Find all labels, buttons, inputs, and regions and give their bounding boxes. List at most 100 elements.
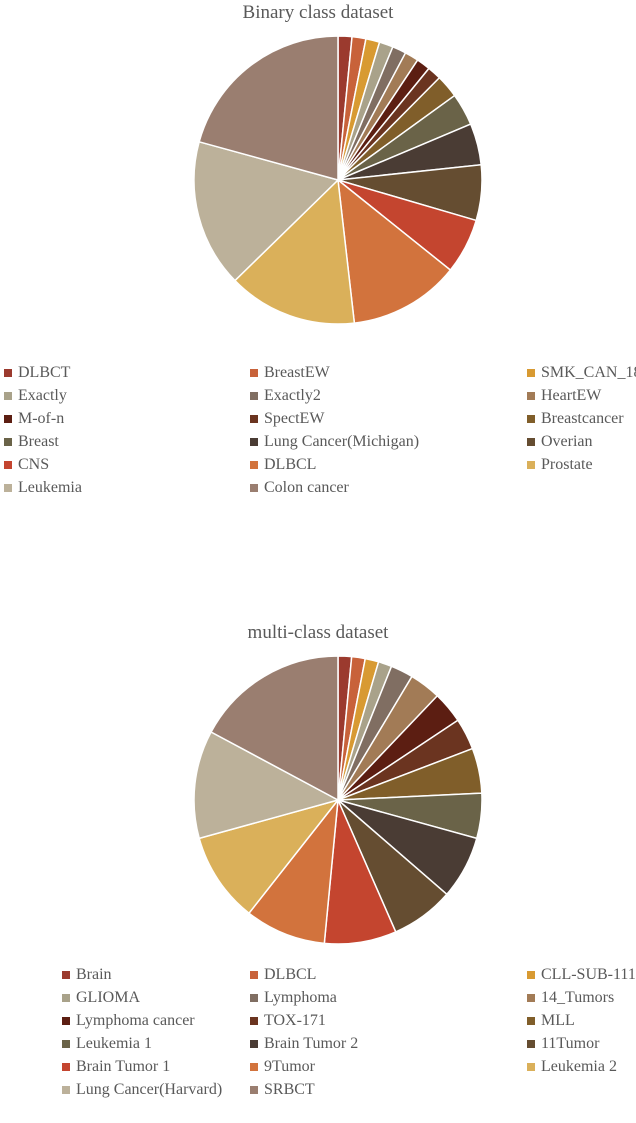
- legend-item: Lymphoma cancer: [62, 1010, 195, 1032]
- legend-swatch: [250, 369, 258, 377]
- legend-label: Prostate: [541, 456, 593, 473]
- legend-swatch: [4, 415, 12, 423]
- legend-label: Breast: [18, 433, 59, 450]
- legend-label: Brain Tumor 2: [264, 1035, 359, 1052]
- legend-label: Leukemia 2: [541, 1058, 617, 1075]
- legend-label: SpectEW: [264, 410, 325, 427]
- legend-swatch: [527, 1040, 535, 1048]
- legend-swatch: [527, 461, 535, 469]
- pie-slice-lung-cancer-harvard: [193, 730, 341, 840]
- legend-item: Lymphoma: [250, 987, 337, 1009]
- legend-item: GLIOMA: [62, 987, 140, 1009]
- legend-label: MLL: [541, 1012, 575, 1029]
- legend-swatch: [62, 1040, 70, 1048]
- legend-swatch: [4, 369, 12, 377]
- legend-swatch: [250, 994, 258, 1002]
- legend-label: Lymphoma: [264, 989, 337, 1006]
- legend-label: Exactly2: [264, 387, 321, 404]
- legend-swatch: [62, 1017, 70, 1025]
- pie-slice-leukemia-2: [198, 798, 341, 915]
- legend-item: Brain: [62, 964, 112, 986]
- legend-swatch: [250, 1040, 258, 1048]
- legend-label: Exactly: [18, 387, 67, 404]
- legend-swatch: [250, 392, 258, 400]
- legend-item: Brain Tumor 2: [250, 1033, 358, 1055]
- legend-swatch: [250, 1063, 258, 1071]
- legend-item: SpectEW: [250, 408, 324, 430]
- legend-swatch: [4, 461, 12, 469]
- legend-swatch: [250, 971, 258, 979]
- legend-swatch: [527, 438, 535, 446]
- legend-label: HeartEW: [541, 387, 602, 404]
- legend-item: Brain Tumor 1: [62, 1056, 170, 1078]
- legend-label: Lymphoma cancer: [76, 1012, 195, 1029]
- legend-label: CLL-SUB-111: [541, 966, 636, 983]
- legend-item: Breastcancer: [527, 408, 624, 430]
- legend-label: Leukemia: [18, 479, 82, 496]
- legend-label: Lung Cancer(Harvard): [76, 1081, 223, 1098]
- legend-swatch: [250, 1086, 258, 1094]
- legend-label: Breastcancer: [541, 410, 624, 427]
- legend-label: Overian: [541, 433, 593, 450]
- pie-slice-prostate: [233, 178, 356, 325]
- legend-swatch: [527, 392, 535, 400]
- legend-multi: Brain DLBCL CLL-SUB-111 GLIOMA Lymphoma 14_Tu…: [0, 964, 636, 1098]
- pie-chart-binary: [193, 35, 483, 325]
- legend-item: CLL-SUB-111: [527, 964, 636, 986]
- legend-label: 9Tumor: [264, 1058, 315, 1075]
- legend-binary: DLBCT BreastEW SMK_CAN_187 Exactly Exactly2 H…: [0, 362, 636, 496]
- legend-item: TOX-171: [250, 1010, 326, 1032]
- legend-label: GLIOMA: [76, 989, 140, 1006]
- pie-slice-leukemia: [193, 140, 340, 282]
- legend-item: HeartEW: [527, 385, 601, 407]
- legend-item: Lung Cancer(Michigan): [250, 431, 419, 453]
- legend-item: Overian: [527, 431, 593, 453]
- legend-item: 14_Tumors: [527, 987, 614, 1009]
- legend-item: SMK_CAN_187: [527, 362, 636, 384]
- legend-item: Prostate: [527, 454, 593, 476]
- pie-slice-colon-cancer: [198, 35, 339, 181]
- legend-item: Colon cancer: [250, 477, 349, 499]
- legend-swatch: [250, 438, 258, 446]
- legend-swatch: [250, 461, 258, 469]
- legend-item: DLBCT: [4, 362, 70, 384]
- legend-item: MLL: [527, 1010, 575, 1032]
- legend-label: CNS: [18, 456, 50, 473]
- legend-item: 9Tumor: [250, 1056, 315, 1078]
- legend-label: Lung Cancer(Michigan): [264, 433, 420, 450]
- pie-slice-dlbcl: [337, 178, 452, 324]
- legend-label: 11Tumor: [541, 1035, 600, 1052]
- legend-item: Lung Cancer(Harvard): [62, 1079, 222, 1101]
- legend-swatch: [62, 1063, 70, 1071]
- legend-label: Leukemia 1: [76, 1035, 152, 1052]
- legend-swatch: [62, 1086, 70, 1094]
- chart-title-multi: multi-class dataset: [247, 622, 389, 643]
- legend-swatch: [62, 971, 70, 979]
- legend-swatch: [4, 484, 12, 492]
- legend-item: M-of-n: [4, 408, 64, 430]
- legend-item: DLBCL: [250, 964, 316, 986]
- legend-item: DLBCL: [250, 454, 316, 476]
- legend-swatch: [4, 438, 12, 446]
- legend-label: TOX-171: [264, 1012, 326, 1029]
- legend-item: Exactly: [4, 385, 67, 407]
- legend-label: Brain Tumor 1: [76, 1058, 171, 1075]
- legend-label: Colon cancer: [264, 479, 349, 496]
- legend-label: M-of-n: [18, 410, 65, 427]
- pie-slice-9tumor: [247, 797, 339, 945]
- legend-swatch: [250, 484, 258, 492]
- legend-swatch: [527, 1017, 535, 1025]
- legend-label: DLBCL: [264, 456, 317, 473]
- legend-label: 14_Tumors: [541, 989, 615, 1006]
- legend-swatch: [250, 1017, 258, 1025]
- legend-swatch: [527, 994, 535, 1002]
- pie-chart-multi: [193, 655, 483, 945]
- legend-item: Leukemia 1: [62, 1033, 152, 1055]
- legend-swatch: [527, 369, 535, 377]
- legend-swatch: [250, 415, 258, 423]
- legend-swatch: [62, 994, 70, 1002]
- legend-item: BreastEW: [250, 362, 330, 384]
- legend-label: SMK_CAN_187: [541, 364, 636, 381]
- chart-title-binary: Binary class dataset: [242, 2, 394, 23]
- legend-label: Brain: [76, 966, 112, 983]
